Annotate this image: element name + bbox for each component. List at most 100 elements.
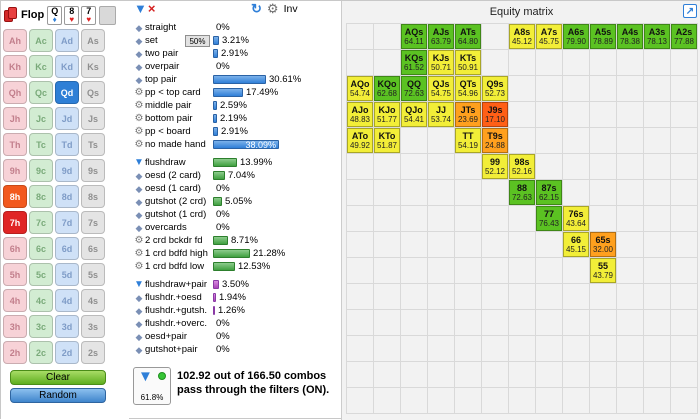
board-card-8h[interactable]: 8 ♥ (64, 5, 80, 25)
gear-icon[interactable]: ⚙ (134, 234, 144, 246)
diamond-icon[interactable]: ◆ (135, 344, 143, 355)
filter-funnel-icon[interactable]: ▼ (134, 1, 147, 16)
card-5d[interactable]: 5d (55, 263, 79, 286)
clear-button[interactable]: Clear (10, 370, 106, 385)
card-7s[interactable]: 7s (81, 211, 105, 234)
filter-row-two-pair[interactable]: ◆ two pair 2.91% (133, 47, 339, 60)
card-Tc[interactable]: Tc (29, 133, 53, 156)
diamond-icon[interactable]: ◆ (135, 74, 143, 85)
clear-filter-icon[interactable]: × (147, 1, 156, 16)
card-Qc[interactable]: Qc (29, 81, 53, 104)
matrix-cell-A6s[interactable]: A6s 79.90 (563, 24, 590, 50)
card-5s[interactable]: 5s (81, 263, 105, 286)
diamond-icon[interactable]: ◆ (135, 35, 143, 46)
card-Td[interactable]: Td (55, 133, 79, 156)
matrix-cell-A4s[interactable]: A4s 78.38 (617, 24, 644, 50)
card-8c[interactable]: 8c (29, 185, 53, 208)
card-Js[interactable]: Js (81, 107, 105, 130)
filter-row-gutshot-2-crd[interactable]: ◆ gutshot (2 crd) 5.05% (133, 195, 339, 208)
card-6c[interactable]: 6c (29, 237, 53, 260)
gear-icon[interactable]: ⚙ (134, 86, 144, 98)
matrix-cell-JJ[interactable]: JJ 53.74 (428, 102, 455, 128)
matrix-cell-TT[interactable]: TT 54.19 (455, 128, 482, 154)
gear-icon[interactable]: ⚙ (134, 138, 144, 150)
card-6d[interactable]: 6d (55, 237, 79, 260)
filter-row-overpair[interactable]: ◆ overpair 0% (133, 60, 339, 73)
filter-row-bottom-pair[interactable]: ⚙ bottom pair 2.19% (133, 112, 339, 125)
card-8s[interactable]: 8s (81, 185, 105, 208)
card-4d[interactable]: 4d (55, 289, 79, 312)
card-8h[interactable]: 8h (3, 185, 27, 208)
matrix-cell-QJo[interactable]: QJo 54.41 (401, 102, 428, 128)
card-5c[interactable]: 5c (29, 263, 53, 286)
card-7d[interactable]: 7d (55, 211, 79, 234)
card-8d[interactable]: 8d (55, 185, 79, 208)
card-Th[interactable]: Th (3, 133, 27, 156)
card-9d[interactable]: 9d (55, 159, 79, 182)
card-6h[interactable]: 6h (3, 237, 27, 260)
matrix-cell-88[interactable]: 88 72.63 (509, 180, 536, 206)
diamond-icon[interactable]: ◆ (135, 318, 143, 329)
refresh-icon[interactable]: ↻ (251, 1, 262, 16)
card-Kh[interactable]: Kh (3, 55, 27, 78)
diamond-icon[interactable]: ◆ (135, 222, 143, 233)
gear-icon[interactable]: ⚙ (134, 260, 144, 272)
filter-row-oesd-2-card[interactable]: ◆ oesd (2 card) 7.04% (133, 169, 339, 182)
card-2h[interactable]: 2h (3, 341, 27, 364)
filter-row-oesd-pair[interactable]: ◆ oesd+pair 0% (133, 330, 339, 343)
matrix-cell-KJs[interactable]: KJs 50.71 (428, 50, 455, 76)
card-9c[interactable]: 9c (29, 159, 53, 182)
filter-row-gutshot-1-crd[interactable]: ◆ gutshot (1 crd) 0% (133, 208, 339, 221)
filter-row-flushdraw-pair[interactable]: ▼ flushdraw+pair 3.50% (133, 278, 339, 291)
diamond-icon[interactable]: ◆ (135, 22, 143, 33)
card-Qh[interactable]: Qh (3, 81, 27, 104)
matrix-cell-55[interactable]: 55 43.79 (590, 258, 617, 284)
diamond-icon[interactable]: ◆ (135, 209, 143, 220)
filter-row-flushdr-oesd[interactable]: ◆ flushdr.+oesd 1.94% (133, 291, 339, 304)
funnel-icon[interactable]: ▼ (134, 156, 144, 168)
matrix-cell-T9s[interactable]: T9s 24.88 (482, 128, 509, 154)
diamond-icon[interactable]: ◆ (135, 331, 143, 342)
weight-badge[interactable]: 50% (185, 35, 210, 47)
matrix-cell-99[interactable]: 99 52.12 (482, 154, 509, 180)
card-7c[interactable]: 7c (29, 211, 53, 234)
matrix-cell-A2s[interactable]: A2s 77.88 (671, 24, 698, 50)
diamond-icon[interactable]: ◆ (135, 61, 143, 72)
matrix-cell-AQs[interactable]: AQs 64.11 (401, 24, 428, 50)
filter-row-overcards[interactable]: ◆ overcards 0% (133, 221, 339, 234)
card-4h[interactable]: 4h (3, 289, 27, 312)
matrix-cell-A7s[interactable]: A7s 45.75 (536, 24, 563, 50)
filter-row-flushdr-gutsh[interactable]: ◆ flushdr.+gutsh. 1.26% (133, 304, 339, 317)
matrix-cell-AJs[interactable]: AJs 63.79 (428, 24, 455, 50)
empty-card-slot[interactable] (99, 5, 117, 25)
matrix-cell-KTs[interactable]: KTs 50.91 (455, 50, 482, 76)
filter-summary-box[interactable]: ▼ 61.8% (133, 367, 171, 405)
matrix-cell-KQs[interactable]: KQs 61.52 (401, 50, 428, 76)
matrix-cell-J9s[interactable]: J9s 17.10 (482, 102, 509, 128)
card-Ts[interactable]: Ts (81, 133, 105, 156)
card-4s[interactable]: 4s (81, 289, 105, 312)
filter-row-set[interactable]: ◆ set 50% 3.21% (133, 34, 339, 47)
filter-row-pp-top-card[interactable]: ⚙ pp < top card 17.49% (133, 86, 339, 99)
matrix-cell-A5s[interactable]: A5s 78.89 (590, 24, 617, 50)
card-Kc[interactable]: Kc (29, 55, 53, 78)
filter-row-middle-pair[interactable]: ⚙ middle pair 2.59% (133, 99, 339, 112)
matrix-cell-QTs[interactable]: QTs 54.96 (455, 76, 482, 102)
diamond-icon[interactable]: ◆ (135, 48, 143, 59)
diamond-icon[interactable]: ◆ (135, 170, 143, 181)
filter-row-flushdr-overc[interactable]: ◆ flushdr.+overc. 0% (133, 317, 339, 330)
card-Ks[interactable]: Ks (81, 55, 105, 78)
diamond-icon[interactable]: ◆ (135, 183, 143, 194)
matrix-cell-QJs[interactable]: QJs 54.75 (428, 76, 455, 102)
matrix-cell-KQo[interactable]: KQo 62.68 (374, 76, 401, 102)
card-Qs[interactable]: Qs (81, 81, 105, 104)
invert-button[interactable]: Inv (283, 2, 298, 15)
diamond-icon[interactable]: ◆ (135, 305, 143, 316)
matrix-cell-66[interactable]: 66 45.15 (563, 232, 590, 258)
diamond-icon[interactable]: ◆ (135, 196, 143, 207)
card-7h[interactable]: 7h (3, 211, 27, 234)
matrix-cell-QQ[interactable]: QQ 72.63 (401, 76, 428, 102)
matrix-cell-ATs[interactable]: ATs 64.80 (455, 24, 482, 50)
board-card-7h[interactable]: 7 ♥ (81, 5, 97, 25)
board-card-Qd[interactable]: Q ♦ (47, 5, 63, 25)
